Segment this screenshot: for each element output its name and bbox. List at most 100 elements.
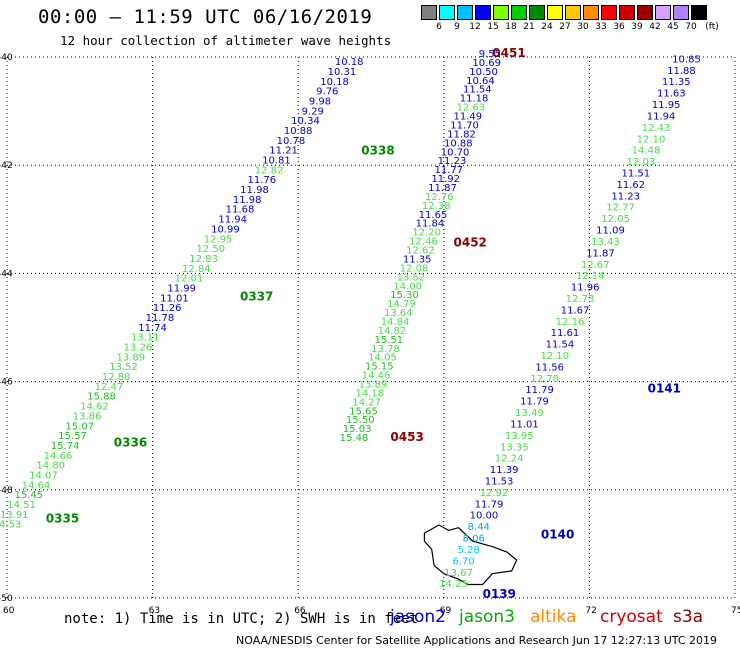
wave-height-reading: 14.05 xyxy=(368,353,397,364)
wave-height-reading: 11.99 xyxy=(167,284,196,295)
wave-height-reading: 14.62 xyxy=(80,402,109,413)
wave-height-reading: 8.44 xyxy=(468,522,490,533)
legend-swatch xyxy=(583,5,599,20)
wave-height-reading: 15.30 xyxy=(390,290,419,301)
footer-note: note: 1) Time is in UTC; 2) SWH is in fe… xyxy=(64,611,419,627)
wave-height-reading: 11.62 xyxy=(616,180,645,191)
wave-height-reading: 11.09 xyxy=(596,226,625,237)
satellite-jason2: jason2 xyxy=(390,607,446,627)
legend-unit: (ft) xyxy=(705,22,719,32)
wave-height-reading: 12.10 xyxy=(540,351,569,362)
wave-height-reading: 12.14 xyxy=(576,271,605,282)
legend-label: 36 xyxy=(613,22,625,32)
wave-height-reading: 14.18 xyxy=(355,388,384,399)
wave-height-reading: 12.03 xyxy=(627,157,656,168)
wave-height-reading: 13.49 xyxy=(515,408,544,419)
lat-tick-label: -40 xyxy=(0,53,13,63)
legend-label: 42 xyxy=(649,22,661,32)
wave-height-reading: 12.83 xyxy=(189,254,218,265)
wave-height-reading: 11.49 xyxy=(453,112,482,123)
pass-label: 0338 xyxy=(361,143,394,157)
wave-height-reading: 10.88 xyxy=(444,138,473,149)
legend-swatch xyxy=(511,5,527,20)
wave-height-reading: 14.66 xyxy=(44,451,73,462)
wave-height-reading: 13.64 xyxy=(384,308,413,319)
wave-height-reading: 11.87 xyxy=(586,248,615,259)
wave-height-reading: 11.51 xyxy=(621,169,650,180)
pass-label: 0451 xyxy=(492,46,525,60)
wave-height-reading: 11.26 xyxy=(153,303,182,314)
wave-height-reading: 9.98 xyxy=(309,97,331,108)
wave-height-reading: 11.01 xyxy=(510,420,539,431)
legend-label: 27 xyxy=(559,22,571,32)
page-title: 00:00 — 11:59 UTC 06/16/2019 xyxy=(38,6,373,28)
wave-height-reading: 12.95 xyxy=(204,234,233,245)
legend-swatch xyxy=(673,5,689,20)
wave-height-reading: 14.07 xyxy=(29,471,58,482)
wave-height-reading: 12.24 xyxy=(495,454,524,465)
wave-height-reading: 11.79 xyxy=(475,499,504,510)
axis-labels: -40 -42 -44 -46 -48 -50 60 63 66 69 72 75 xyxy=(0,53,740,616)
legend-label: 9 xyxy=(454,22,460,32)
wave-height-reading: 12.43 xyxy=(642,123,671,134)
lat-tick-label: -42 xyxy=(0,161,13,171)
wave-height-reading: 15.51 xyxy=(374,335,403,346)
wave-height-reading: 11.79 xyxy=(525,385,554,396)
legend-swatch xyxy=(601,5,617,20)
wave-height-reading: 15.57 xyxy=(58,431,87,442)
legend-label: 15 xyxy=(487,22,499,32)
wave-height-reading: 15.50 xyxy=(346,415,375,426)
wave-height-reading: 13.86 xyxy=(73,411,102,422)
legend-label: 45 xyxy=(667,22,679,32)
wave-height-reading: 11.82 xyxy=(447,129,476,140)
wave-height-reading: 12.50 xyxy=(196,244,225,255)
wave-height-reading: 10.99 xyxy=(211,224,240,235)
wave-height-reading: 11.84 xyxy=(416,219,445,230)
legend-label: 70 xyxy=(685,22,697,32)
wave-height-reading: 6.70 xyxy=(452,556,474,567)
pass-label: 0452 xyxy=(454,235,487,249)
legend-label: 24 xyxy=(541,22,553,32)
wave-height-reading: 11.88 xyxy=(667,66,696,77)
wave-height-reading: 11.65 xyxy=(419,210,448,221)
wave-height-reading: 12.67 xyxy=(581,260,610,271)
legend-swatch xyxy=(547,5,563,20)
wave-height-reading: 12.82 xyxy=(255,165,284,176)
satellite-tracks: 10.1810.3110.189.769.989.2910.3410.8810.… xyxy=(0,46,701,601)
footer-credit: NOAA/NESDIS Center for Satellite Applica… xyxy=(236,634,718,647)
legend-label: 30 xyxy=(577,22,589,32)
wave-height-reading: 15.15 xyxy=(365,362,394,373)
wave-height-reading: 12.01 xyxy=(175,274,204,285)
wave-height-reading: 13.89 xyxy=(116,352,145,363)
wave-height-reading: 11.56 xyxy=(535,362,564,373)
wave-height-reading: 9.29 xyxy=(302,106,324,117)
wave-height-reading: 10.64 xyxy=(466,76,495,87)
legend-label: 39 xyxy=(631,22,643,32)
wave-height-reading: 11.68 xyxy=(226,205,255,216)
legend-swatch xyxy=(529,5,545,20)
wave-height-reading: 11.74 xyxy=(138,323,167,334)
satellite-altika: altika xyxy=(530,607,577,627)
legend-label: 33 xyxy=(595,22,607,32)
wave-height-reading: 12.78 xyxy=(530,374,559,385)
page-subtitle: 12 hour collection of altimeter wave hei… xyxy=(60,33,392,48)
wave-height-reading: 14.82 xyxy=(378,326,407,337)
wave-height-reading: 12.88 xyxy=(102,372,131,383)
wave-height-reading: 10.50 xyxy=(469,67,498,78)
legend-swatch xyxy=(475,5,491,20)
lon-tick-label: 75 xyxy=(731,606,740,616)
wave-height-reading: 11.53 xyxy=(485,477,514,488)
wave-height-reading: 12.77 xyxy=(606,203,635,214)
wave-height-reading: 11.35 xyxy=(403,255,432,266)
lon-tick-label: 72 xyxy=(585,606,596,616)
wave-height-reading: 15.48 xyxy=(340,433,369,444)
wave-height-reading: 12.05 xyxy=(601,214,630,225)
wave-height-reading: 10.69 xyxy=(472,58,501,69)
pass-label: 0140 xyxy=(541,528,574,542)
wave-height-reading: 14.64 xyxy=(22,480,51,491)
wave-height-reading: 15.03 xyxy=(343,424,372,435)
wave-height-reading: 10.31 xyxy=(328,67,357,78)
wave-height-reading: 10.81 xyxy=(262,156,291,167)
wave-height-reading: 14.84 xyxy=(381,317,410,328)
